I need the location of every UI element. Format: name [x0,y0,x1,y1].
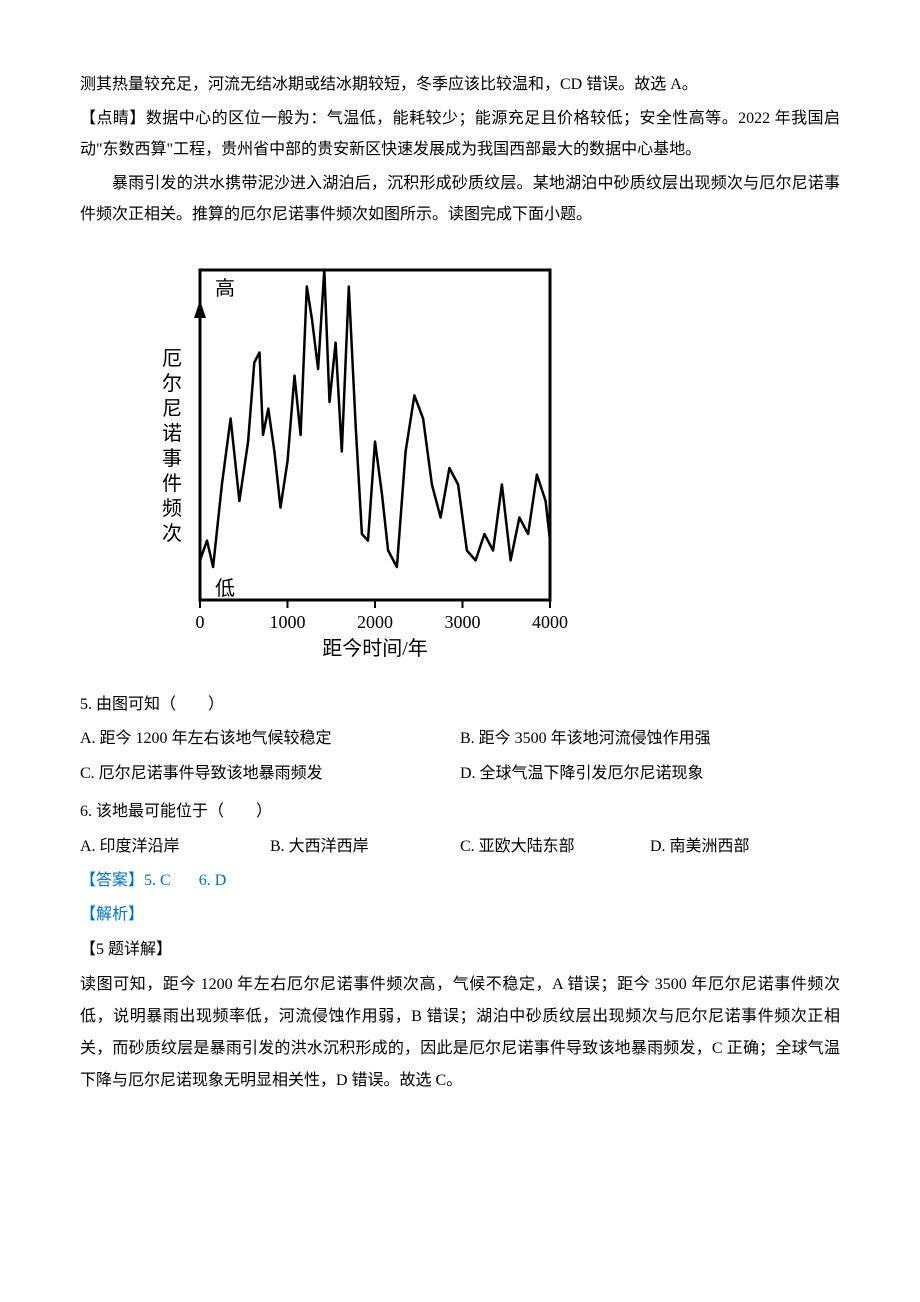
y-title-2: 尔 [162,372,182,395]
x-axis-label: 距今时间/年 [322,637,428,660]
analysis-label: 【解析】 [80,900,840,930]
paragraph-3: 暴雨引发的洪水携带泥沙进入湖泊后，沉积形成砂质纹层。某地湖泊中砂质纹层出现频次与… [80,169,840,230]
y-title-1: 厄 [162,348,182,370]
y-low-label: 低 [215,577,235,600]
svg-text:4000: 4000 [532,612,568,632]
y-high-label: 高 [215,277,235,300]
q5-option-c: C. 厄尔尼诺事件导致该地暴雨频发 [80,759,460,789]
plot-border [200,270,550,600]
q5-stem: 5. 由图可知（ ） [80,690,840,720]
chart-polyline [200,270,550,567]
y-title-4: 诺 [162,422,182,445]
y-axis-arrow [194,300,206,318]
q6-option-c: C. 亚欧大陆东部 [460,832,650,862]
y-title-5: 事 [162,447,182,470]
y-title-8: 次 [162,522,182,545]
answer-line: 【答案】5. C 6. D [80,866,840,896]
paragraph-2: 【点睛】数据中心的区位一般为：气温低，能耗较少；能源充足且价格较低；安全性高等。… [80,104,840,165]
answer-label: 【答案】 [80,872,144,889]
q6-option-b: B. 大西洋西岸 [270,832,460,862]
q6-stem: 6. 该地最可能位于（ ） [80,797,840,827]
svg-text:2000: 2000 [357,612,393,632]
y-title-7: 频 [162,497,182,520]
svg-text:1000: 1000 [270,612,306,632]
answer-6: 6. D [199,872,227,889]
svg-text:0: 0 [196,612,205,632]
q5-option-a: A. 距今 1200 年左右该地气候较稳定 [80,724,460,754]
y-title-3: 尼 [162,398,182,420]
q6-option-d: D. 南美洲西部 [650,832,840,862]
svg-text:3000: 3000 [445,612,481,632]
y-title-group: 厄 尔 尼 诺 事 件 频 次 [162,348,182,545]
el-nino-chart: 高 低 厄 尔 尼 诺 事 件 频 次 0 1000 2000 3000 4000 距今… [100,250,580,670]
y-title-6: 件 [162,472,182,495]
q5-option-d: D. 全球气温下降引发厄尔尼诺现象 [460,759,840,789]
q6-option-a: A. 印度洋沿岸 [80,832,270,862]
x-ticks: 0 1000 2000 3000 4000 [196,600,569,632]
q5-option-b: B. 距今 3500 年该地河流侵蚀作用强 [460,724,840,754]
q5-detail-text: 读图可知，距今 1200 年左右厄尔尼诺事件频次高，气候不稳定，A 错误；距今 … [80,969,840,1097]
chart-svg: 高 低 厄 尔 尼 诺 事 件 频 次 0 1000 2000 3000 4000 距今… [100,250,580,670]
answer-5: 5. C [144,872,171,889]
q5-detail-title: 【5 题详解】 [80,935,840,965]
paragraph-1: 测其热量较充足，河流无结冰期或结冰期较短，冬季应该比较温和，CD 错误。故选 A… [80,70,840,100]
